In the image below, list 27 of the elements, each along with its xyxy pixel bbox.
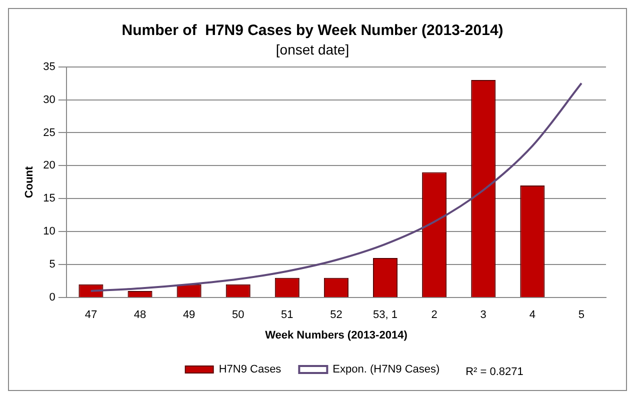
y-tick-label: 20 bbox=[43, 160, 56, 172]
x-tick-label: 47 bbox=[84, 309, 98, 322]
chart-subtitle: [onset date] bbox=[276, 41, 350, 58]
x-tick-label: 52 bbox=[330, 309, 342, 322]
x-tick-label: 50 bbox=[232, 309, 244, 322]
x-tick-label: 2 bbox=[431, 309, 438, 322]
text: R² = 0.8271 bbox=[466, 366, 524, 378]
legend-label: Expon. (H7N9 Cases) bbox=[332, 364, 440, 376]
x-tick-label: 4 bbox=[529, 309, 536, 322]
line-series bbox=[90, 82, 582, 292]
y-tick-label: 25 bbox=[43, 126, 56, 139]
x-tick-label: 49 bbox=[182, 309, 196, 322]
y-tick-label: 30 bbox=[43, 94, 56, 106]
y-tick-label: 10 bbox=[43, 226, 56, 238]
legend-label: H7N9 Cases bbox=[218, 364, 282, 376]
chart-title: Number of H7N9 Cases by Week Number (2013-2014) bbox=[122, 22, 504, 40]
y-tick-label: 35 bbox=[43, 60, 56, 73]
y-axis-title: Count bbox=[24, 166, 36, 198]
y-tick-label: 15 bbox=[43, 192, 56, 205]
x-axis-title: Week Numbers (2013-2014) bbox=[265, 329, 408, 342]
x-tick-label: 51 bbox=[281, 309, 294, 322]
x-tick-label: 5 bbox=[578, 309, 585, 322]
y-tick-label: 5 bbox=[49, 258, 56, 271]
y-tick-label: 0 bbox=[49, 292, 56, 304]
x-tick-label: 53, 1 bbox=[373, 309, 398, 322]
x-tick-label: 3 bbox=[480, 309, 486, 322]
x-tick-label: 48 bbox=[134, 309, 146, 322]
